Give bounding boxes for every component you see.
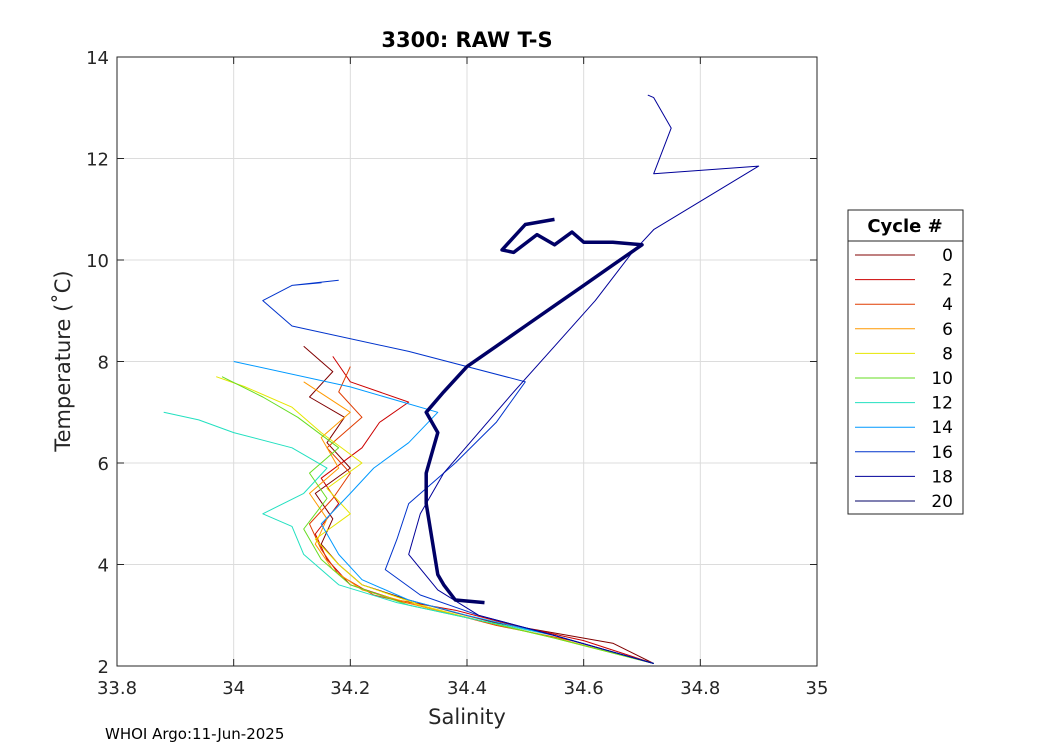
y-axis-label: Temperature (˚C)	[51, 270, 75, 452]
series-line-cycle-16	[262, 279, 654, 664]
y-tick-label: 4	[98, 556, 109, 577]
legend-label-cycle-14: 14	[931, 418, 953, 438]
y-tick-label: 14	[86, 48, 109, 69]
legend-label-cycle-4: 4	[942, 295, 953, 315]
legend-items: 0 2 4 6 8 10 12 14 16 18 20	[855, 246, 953, 512]
legend-label-cycle-12: 12	[931, 394, 953, 414]
legend-label-cycle-6: 6	[942, 320, 953, 340]
x-tick-label: 34.6	[564, 678, 604, 699]
legend: Cycle # 0 2 4 6 8 10 12 14 16 18 20	[847, 209, 964, 515]
series-line-cycle-18	[408, 94, 760, 664]
series-group	[163, 94, 760, 664]
series-line-cycle-2	[314, 356, 654, 664]
legend-box	[847, 209, 964, 515]
tick-group: 33.8 34 34.2 34.4 34.6 34.8 35 2 4 6 8 10 12 14	[86, 48, 828, 699]
y-tick-label: 8	[98, 353, 109, 374]
series-line-cycle-4	[309, 366, 654, 664]
legend-label-cycle-8: 8	[942, 344, 953, 364]
legend-label-cycle-18: 18	[931, 467, 953, 487]
legend-label-cycle-20: 20	[931, 492, 953, 512]
series-line-cycle-14	[233, 361, 654, 664]
y-tick-label: 6	[98, 454, 109, 475]
legend-label-cycle-2: 2	[942, 271, 953, 291]
legend-title: Cycle #	[867, 216, 942, 237]
x-tick-label: 34.2	[330, 678, 370, 699]
legend-label-cycle-16: 16	[931, 443, 953, 463]
x-tick-label: 35	[806, 678, 829, 699]
legend-label-cycle-0: 0	[942, 246, 953, 266]
series-line-cycle-20	[424, 217, 644, 605]
x-tick-label: 34.8	[680, 678, 720, 699]
x-axis-label: Salinity	[428, 705, 506, 729]
credit-text: WHOI Argo:11-Jun-2025	[105, 725, 285, 743]
y-tick-label: 2	[98, 657, 109, 678]
series-line-cycle-12	[163, 411, 654, 664]
x-tick-label: 34.4	[447, 678, 487, 699]
y-tick-label: 12	[86, 150, 109, 171]
x-tick-label: 34	[222, 678, 245, 699]
x-tick-label: 33.8	[97, 678, 137, 699]
chart-title: 3300: RAW T-S	[381, 28, 552, 52]
y-tick-label: 10	[86, 251, 109, 272]
legend-label-cycle-10: 10	[931, 369, 953, 389]
